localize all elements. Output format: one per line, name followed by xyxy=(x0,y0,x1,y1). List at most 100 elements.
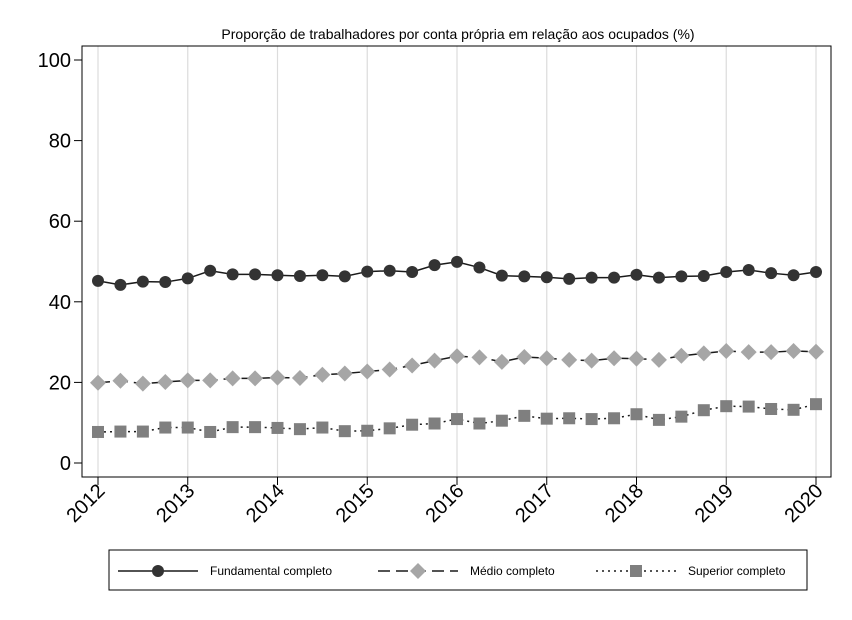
data-point xyxy=(652,413,665,426)
y-tick-label: 0 xyxy=(60,453,71,475)
data-point xyxy=(136,425,149,438)
data-point xyxy=(249,268,262,281)
data-point xyxy=(449,348,465,365)
data-point xyxy=(336,365,353,382)
data-point xyxy=(630,408,643,421)
data-point xyxy=(247,370,264,387)
data-point xyxy=(114,425,127,438)
data-point xyxy=(742,400,755,413)
legend-label: Superior completo xyxy=(688,564,786,578)
data-point xyxy=(114,278,127,291)
data-point xyxy=(518,409,531,422)
data-point xyxy=(495,414,508,427)
data-point xyxy=(383,422,396,435)
data-point xyxy=(652,271,665,284)
data-point xyxy=(628,350,645,367)
data-point xyxy=(157,373,174,390)
data-point xyxy=(563,272,576,285)
legend-item: Médio completo xyxy=(378,563,555,579)
data-point xyxy=(338,270,351,283)
data-point xyxy=(134,375,151,392)
data-point xyxy=(495,269,508,282)
series-fundamental-completo xyxy=(92,255,822,291)
data-point xyxy=(92,274,104,287)
data-point xyxy=(181,272,194,285)
data-point xyxy=(92,425,104,438)
data-point xyxy=(540,412,553,425)
data-point xyxy=(204,425,217,438)
data-point xyxy=(583,352,600,369)
data-point xyxy=(271,421,284,434)
data-point xyxy=(314,366,331,383)
data-point xyxy=(585,271,598,284)
data-point xyxy=(608,271,621,284)
data-point xyxy=(316,421,329,434)
data-point xyxy=(406,418,419,431)
data-point xyxy=(606,350,623,367)
data-point xyxy=(381,361,398,378)
data-point xyxy=(404,357,421,374)
data-point xyxy=(673,347,690,364)
data-point xyxy=(359,363,376,380)
data-point xyxy=(112,372,129,389)
y-tick-label: 80 xyxy=(49,131,71,153)
data-point xyxy=(159,276,172,289)
legend-marker xyxy=(630,565,642,577)
data-point xyxy=(787,403,800,416)
data-point xyxy=(224,370,241,387)
data-point xyxy=(293,423,306,436)
data-point xyxy=(451,255,463,268)
data-point xyxy=(293,270,306,283)
data-point xyxy=(473,417,486,430)
data-point xyxy=(291,369,308,386)
data-point xyxy=(181,421,194,434)
data-point xyxy=(471,349,488,366)
legend-label: Fundamental completo xyxy=(210,564,332,578)
data-point xyxy=(697,270,710,283)
data-point xyxy=(383,264,396,277)
data-point xyxy=(810,398,822,411)
data-point xyxy=(361,265,374,278)
data-point xyxy=(608,412,621,425)
y-tick-label: 100 xyxy=(38,50,71,72)
series-superior-completo xyxy=(92,398,822,438)
data-point xyxy=(493,353,510,370)
data-point xyxy=(226,421,239,434)
legend-label: Médio completo xyxy=(470,564,555,578)
data-point xyxy=(763,344,780,361)
data-point xyxy=(695,345,712,362)
data-point xyxy=(271,269,284,282)
y-tick-label: 60 xyxy=(49,211,71,233)
data-point xyxy=(808,343,824,360)
data-point xyxy=(473,261,486,274)
data-point xyxy=(179,372,196,389)
data-point xyxy=(740,344,757,361)
legend: Fundamental completo Médio completo Superi… xyxy=(108,549,808,591)
data-point xyxy=(650,351,667,368)
data-point xyxy=(202,372,219,389)
data-point xyxy=(765,267,778,280)
series-m-dio-completo xyxy=(90,342,824,392)
data-point xyxy=(561,351,578,368)
data-point xyxy=(451,413,463,426)
data-point xyxy=(538,350,555,367)
data-point xyxy=(226,268,239,281)
data-point xyxy=(785,342,802,359)
legend-box xyxy=(108,549,808,591)
data-point xyxy=(249,421,262,434)
data-point xyxy=(563,412,576,425)
data-point xyxy=(428,417,441,430)
legend-marker xyxy=(152,565,164,577)
legend-item: Superior completo xyxy=(596,564,786,578)
data-point xyxy=(697,404,710,417)
data-point xyxy=(675,270,688,283)
data-point xyxy=(204,264,217,277)
data-point xyxy=(316,269,329,282)
data-point xyxy=(810,265,822,278)
data-point xyxy=(426,352,443,369)
data-point xyxy=(136,275,149,288)
data-point xyxy=(159,421,172,434)
data-point xyxy=(765,402,778,415)
